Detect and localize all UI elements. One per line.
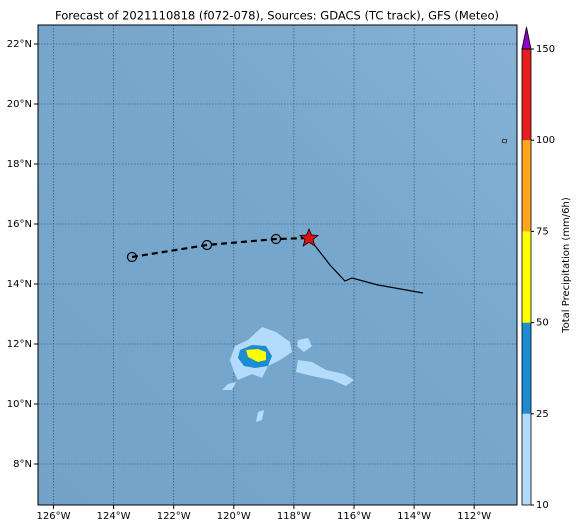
map-area (38, 25, 517, 505)
lon-label: 114°W (397, 511, 431, 522)
colorbar-segment (522, 231, 531, 323)
colorbar-frame (521, 48, 532, 506)
lon-label: 124°W (97, 511, 131, 522)
lon-label: 118°W (277, 511, 311, 522)
colorbar-segment (522, 322, 531, 414)
colorbar-tick-label: 75 (536, 226, 549, 237)
lat-label: 18°N (7, 159, 32, 170)
colorbar: 10 25 50 75 100 150 (521, 26, 555, 511)
lon-label: 112°W (457, 511, 491, 522)
lon-label: 120°W (217, 511, 251, 522)
ocean (38, 25, 517, 505)
colorbar-segment (522, 49, 531, 141)
lat-label: 12°N (7, 339, 32, 350)
tc-track (126, 227, 424, 294)
precipitation (222, 138, 508, 422)
colorbar-label: Total Precipitation (mm/6h) (561, 197, 572, 334)
lon-label: 126°W (37, 511, 71, 522)
lat-label: 22°N (7, 39, 32, 50)
lat-label: 20°N (7, 99, 32, 110)
graticule (38, 25, 517, 505)
lat-label: 14°N (7, 279, 32, 290)
colorbar-tick-label: 50 (536, 318, 549, 329)
colorbar-tick-label: 100 (536, 135, 555, 146)
lat-label: 8°N (13, 459, 32, 470)
lon-label: 122°W (157, 511, 191, 522)
colorbar-tick-label: 150 (536, 44, 555, 55)
title: Forecast of 2021110818 (f072-078), Sourc… (55, 9, 499, 23)
lon-label: 116°W (337, 511, 371, 522)
lat-label: 16°N (7, 219, 32, 230)
colorbar-tick-label: 25 (536, 409, 549, 420)
colorbar-segment (522, 140, 531, 232)
colorbar-extend (521, 26, 532, 50)
lat-label: 10°N (7, 399, 32, 410)
map-frame (37, 24, 518, 506)
colorbar-tick-label: 10 (536, 500, 549, 511)
colorbar-segment (522, 413, 531, 505)
